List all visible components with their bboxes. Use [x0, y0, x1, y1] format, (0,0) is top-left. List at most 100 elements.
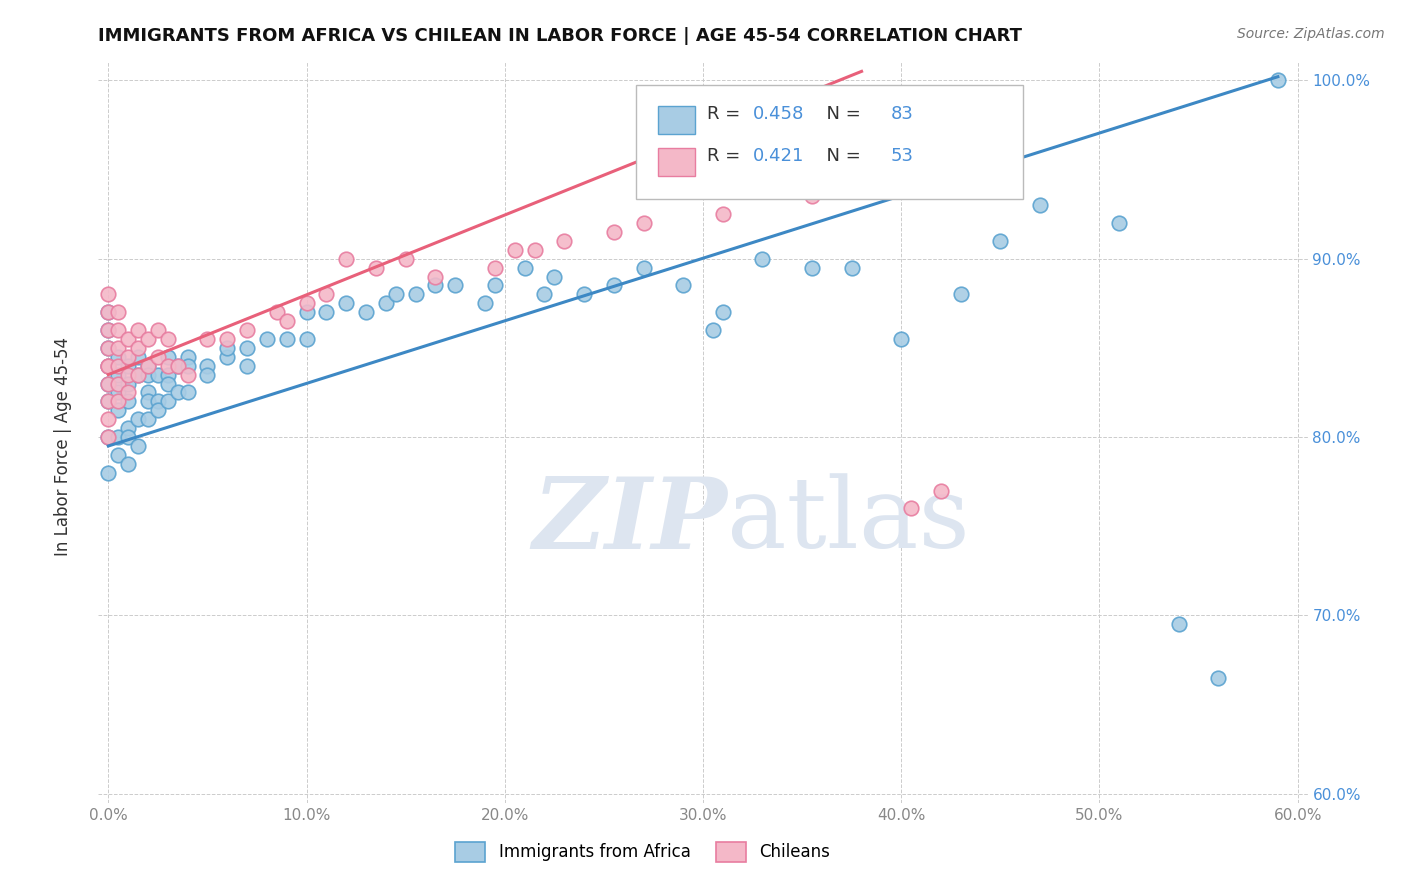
FancyBboxPatch shape	[658, 106, 695, 135]
Point	[107, 385, 129, 400]
Text: 0.421: 0.421	[752, 147, 804, 165]
Point	[711, 305, 734, 319]
Point	[197, 359, 219, 373]
Point	[97, 376, 120, 391]
Point	[117, 394, 139, 409]
Point	[335, 252, 357, 266]
Point	[127, 350, 149, 364]
Point	[107, 359, 129, 373]
Point	[107, 376, 129, 391]
Point	[107, 350, 129, 364]
Point	[425, 278, 447, 293]
Point	[801, 189, 824, 203]
Point	[503, 243, 526, 257]
Point	[276, 332, 298, 346]
Text: 0.458: 0.458	[752, 105, 804, 123]
Text: atlas: atlas	[727, 474, 970, 569]
Point	[97, 287, 120, 301]
Text: In Labor Force | Age 45-54: In Labor Force | Age 45-54	[55, 336, 72, 556]
Point	[266, 305, 288, 319]
Point	[1167, 617, 1189, 632]
Point	[553, 234, 575, 248]
Point	[295, 332, 318, 346]
Point	[354, 305, 377, 319]
Point	[166, 385, 188, 400]
Point	[136, 385, 159, 400]
Point	[107, 448, 129, 462]
Point	[97, 323, 120, 337]
Point	[97, 323, 120, 337]
Point	[900, 501, 922, 516]
Point	[176, 359, 198, 373]
Point	[97, 305, 120, 319]
Point	[97, 359, 120, 373]
Point	[860, 171, 883, 186]
Point	[217, 332, 239, 346]
Point	[236, 341, 259, 355]
Point	[107, 305, 129, 319]
Point	[256, 332, 278, 346]
Point	[97, 430, 120, 444]
Point	[127, 439, 149, 453]
Text: R =: R =	[707, 147, 745, 165]
Point	[156, 376, 179, 391]
Point	[236, 359, 259, 373]
Point	[801, 260, 824, 275]
Point	[117, 359, 139, 373]
Point	[127, 323, 149, 337]
Point	[633, 216, 655, 230]
Point	[156, 359, 179, 373]
Point	[117, 385, 139, 400]
Point	[117, 430, 139, 444]
Point	[603, 278, 626, 293]
Point	[97, 359, 120, 373]
Point	[484, 260, 506, 275]
Point	[117, 421, 139, 435]
Point	[107, 403, 129, 417]
Point	[97, 394, 120, 409]
Point	[156, 350, 179, 364]
Text: IMMIGRANTS FROM AFRICA VS CHILEAN IN LABOR FORCE | AGE 45-54 CORRELATION CHART: IMMIGRANTS FROM AFRICA VS CHILEAN IN LAB…	[98, 27, 1022, 45]
Text: N =: N =	[815, 147, 868, 165]
Point	[672, 278, 695, 293]
Point	[136, 394, 159, 409]
Point	[97, 305, 120, 319]
Point	[117, 350, 139, 364]
Point	[988, 234, 1011, 248]
Point	[107, 341, 129, 355]
Legend: Immigrants from Africa, Chileans: Immigrants from Africa, Chileans	[449, 835, 837, 869]
Point	[217, 341, 239, 355]
Point	[890, 332, 912, 346]
Point	[166, 359, 188, 373]
Point	[176, 385, 198, 400]
Point	[127, 341, 149, 355]
Point	[335, 296, 357, 310]
Text: 83: 83	[890, 105, 914, 123]
Point	[176, 368, 198, 382]
Point	[136, 412, 159, 426]
Point	[107, 430, 129, 444]
FancyBboxPatch shape	[658, 147, 695, 176]
Point	[97, 359, 120, 373]
Text: ZIP: ZIP	[533, 474, 727, 570]
Point	[841, 260, 863, 275]
Point	[97, 466, 120, 480]
Point	[374, 296, 396, 310]
Point	[295, 296, 318, 310]
Point	[364, 260, 387, 275]
Point	[117, 368, 139, 382]
Point	[572, 287, 595, 301]
Point	[751, 252, 773, 266]
Point	[1267, 73, 1289, 87]
Point	[97, 341, 120, 355]
Point	[236, 323, 259, 337]
Point	[523, 243, 546, 257]
Point	[533, 287, 555, 301]
Point	[107, 368, 129, 382]
Point	[315, 305, 337, 319]
Point	[97, 412, 120, 426]
Point	[405, 287, 427, 301]
Text: 53: 53	[890, 147, 914, 165]
Point	[176, 350, 198, 364]
Point	[543, 269, 565, 284]
